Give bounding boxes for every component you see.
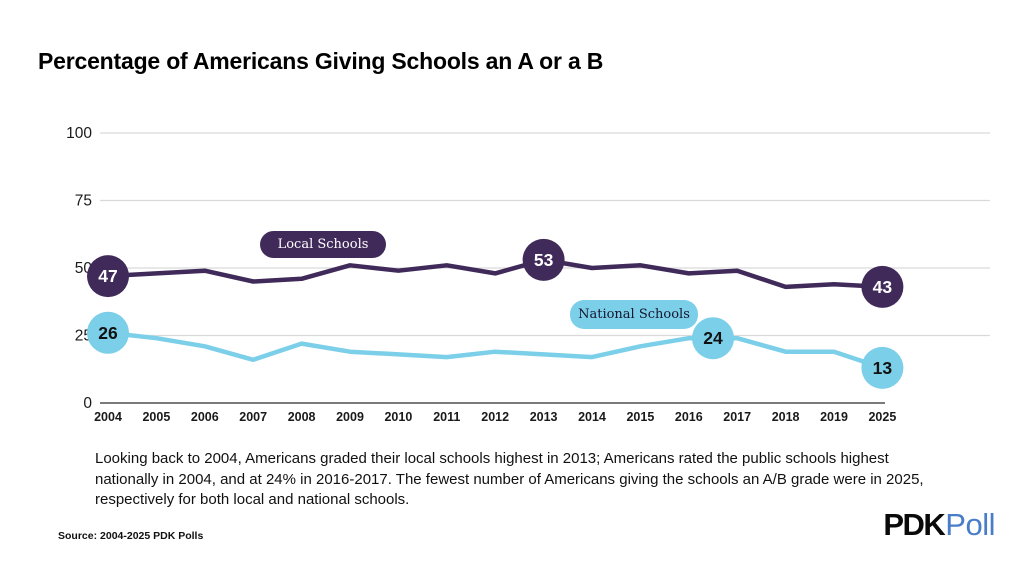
x-axis-tick-label: 2025 (868, 410, 896, 424)
data-marker-circle (692, 317, 734, 360)
data-marker-circle (87, 311, 129, 354)
x-axis-tick-label: 2009 (336, 410, 364, 424)
legend-local-schools: Local Schools (260, 231, 386, 258)
data-marker-value: 43 (873, 277, 893, 297)
y-axis-tick-label: 0 (83, 395, 92, 412)
x-axis-tick-label: 2015 (626, 410, 654, 424)
source-text: Source: 2004-2025 PDK Polls (58, 530, 204, 542)
logo-poll: Poll (945, 507, 995, 542)
data-marker-circle (861, 265, 904, 308)
data-marker-circle (87, 255, 129, 298)
x-axis-tick-label: 2012 (481, 410, 509, 424)
x-axis-tick-label: 2016 (675, 410, 703, 424)
logo-pdk: PDK (883, 507, 945, 542)
chart-title: Percentage of Americans Giving Schools a… (38, 48, 604, 74)
data-marker-circle (522, 238, 565, 281)
local-schools-line (105, 257, 885, 290)
data-marker-circle (861, 346, 904, 389)
x-axis-tick-label: 2018 (772, 410, 800, 424)
data-marker-value: 53 (534, 250, 554, 270)
y-axis-tick-label: 100 (66, 125, 92, 142)
x-axis-tick-label: 2019 (820, 410, 848, 424)
x-axis-tick-label: 2013 (530, 410, 558, 424)
data-marker-value: 47 (98, 266, 117, 286)
x-axis-tick-label: 2014 (578, 410, 606, 424)
x-axis-tick-label: 2004 (94, 410, 122, 424)
data-marker-value: 13 (873, 358, 893, 378)
x-axis-tick-label: 2008 (288, 410, 316, 424)
x-axis-tick-label: 2017 (723, 410, 751, 424)
data-marker-value: 24 (703, 328, 723, 348)
x-axis-tick-label: 2005 (142, 410, 170, 424)
national-schools-line (105, 330, 885, 371)
x-axis-tick-label: 2007 (239, 410, 267, 424)
data-marker-value: 26 (98, 323, 118, 343)
pdk-poll-logo: PDKPoll (883, 506, 995, 544)
x-axis-tick-label: 2010 (384, 410, 412, 424)
x-axis-tick-label: 2011 (433, 410, 460, 424)
footnote-text: Looking back to 2004, Americans graded t… (95, 450, 924, 509)
x-axis-tick-label: 2006 (191, 410, 219, 424)
legend-national-schools: National Schools (570, 300, 698, 329)
y-axis-tick-label: 75 (75, 193, 92, 210)
